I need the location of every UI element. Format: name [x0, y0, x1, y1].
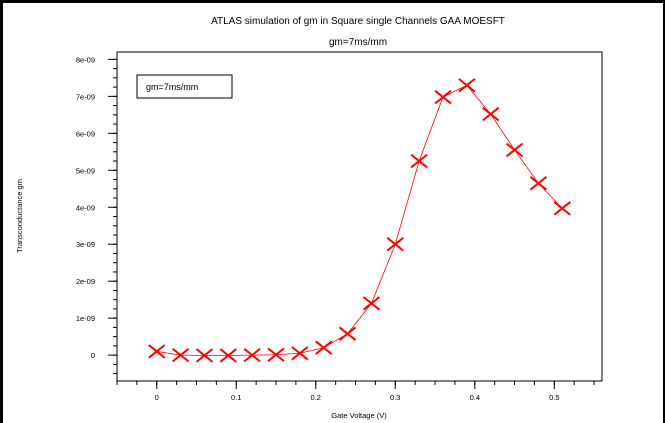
chart-subtitle: gm=7ms/mm [329, 37, 387, 48]
data-point [410, 153, 428, 169]
data-point [315, 340, 333, 355]
legend: gm=7ms/mm [136, 74, 233, 99]
data-point [434, 89, 452, 105]
data-point [505, 142, 524, 158]
y-tick-label: 1e-09 [76, 314, 95, 323]
y-tick-label: 3e-09 [76, 240, 95, 249]
legend-label: gm=7ms/mm [146, 82, 198, 92]
data-point [553, 201, 571, 216]
data-point [243, 347, 261, 363]
y-axis-label: Transconductance gm [15, 179, 24, 253]
y-tick-label: 0 [91, 351, 95, 360]
x-tick-label: 0.4 [470, 393, 480, 402]
x-tick-label: 0.1 [231, 393, 241, 402]
x-tick-label: 0.3 [390, 393, 400, 402]
x-tick-label: 0 [155, 393, 159, 402]
data-point [267, 347, 285, 362]
y-tick-label: 6e-09 [76, 129, 95, 138]
plot-area [116, 51, 603, 382]
data-point [171, 347, 190, 363]
y-tick-label: 5e-09 [76, 166, 95, 175]
x-axis-label: Gate Voltage (V) [331, 411, 387, 420]
series-layer [148, 78, 571, 363]
y-tick-label: 8e-09 [76, 55, 95, 64]
y-tick-label: 2e-09 [76, 277, 95, 286]
data-point [362, 296, 381, 311]
x-tick-label: 0.5 [549, 393, 559, 402]
data-point [482, 106, 500, 122]
chart-title: ATLAS simulation of gm in Square single … [211, 16, 505, 27]
y-tick-label: 7e-09 [76, 92, 95, 101]
data-point [386, 237, 404, 252]
legend-box [136, 74, 233, 99]
data-point [195, 348, 214, 363]
data-point [148, 344, 166, 359]
data-point [529, 176, 548, 191]
x-axis-ticks: 0 0.1 0.2 0.3 0.4 0.5 [116, 381, 595, 402]
data-point [338, 326, 357, 341]
y-axis-ticks: 0 1e-09 2e-09 3e-09 4e-09 5e-09 6e-09 7e-09 8e-0… [76, 55, 117, 375]
data-point [291, 346, 309, 361]
x-tick-label: 0.2 [311, 393, 321, 402]
data-point [219, 348, 237, 363]
y-tick-label: 4e-09 [76, 203, 95, 212]
data-point [458, 78, 476, 93]
series-line [156, 84, 563, 356]
